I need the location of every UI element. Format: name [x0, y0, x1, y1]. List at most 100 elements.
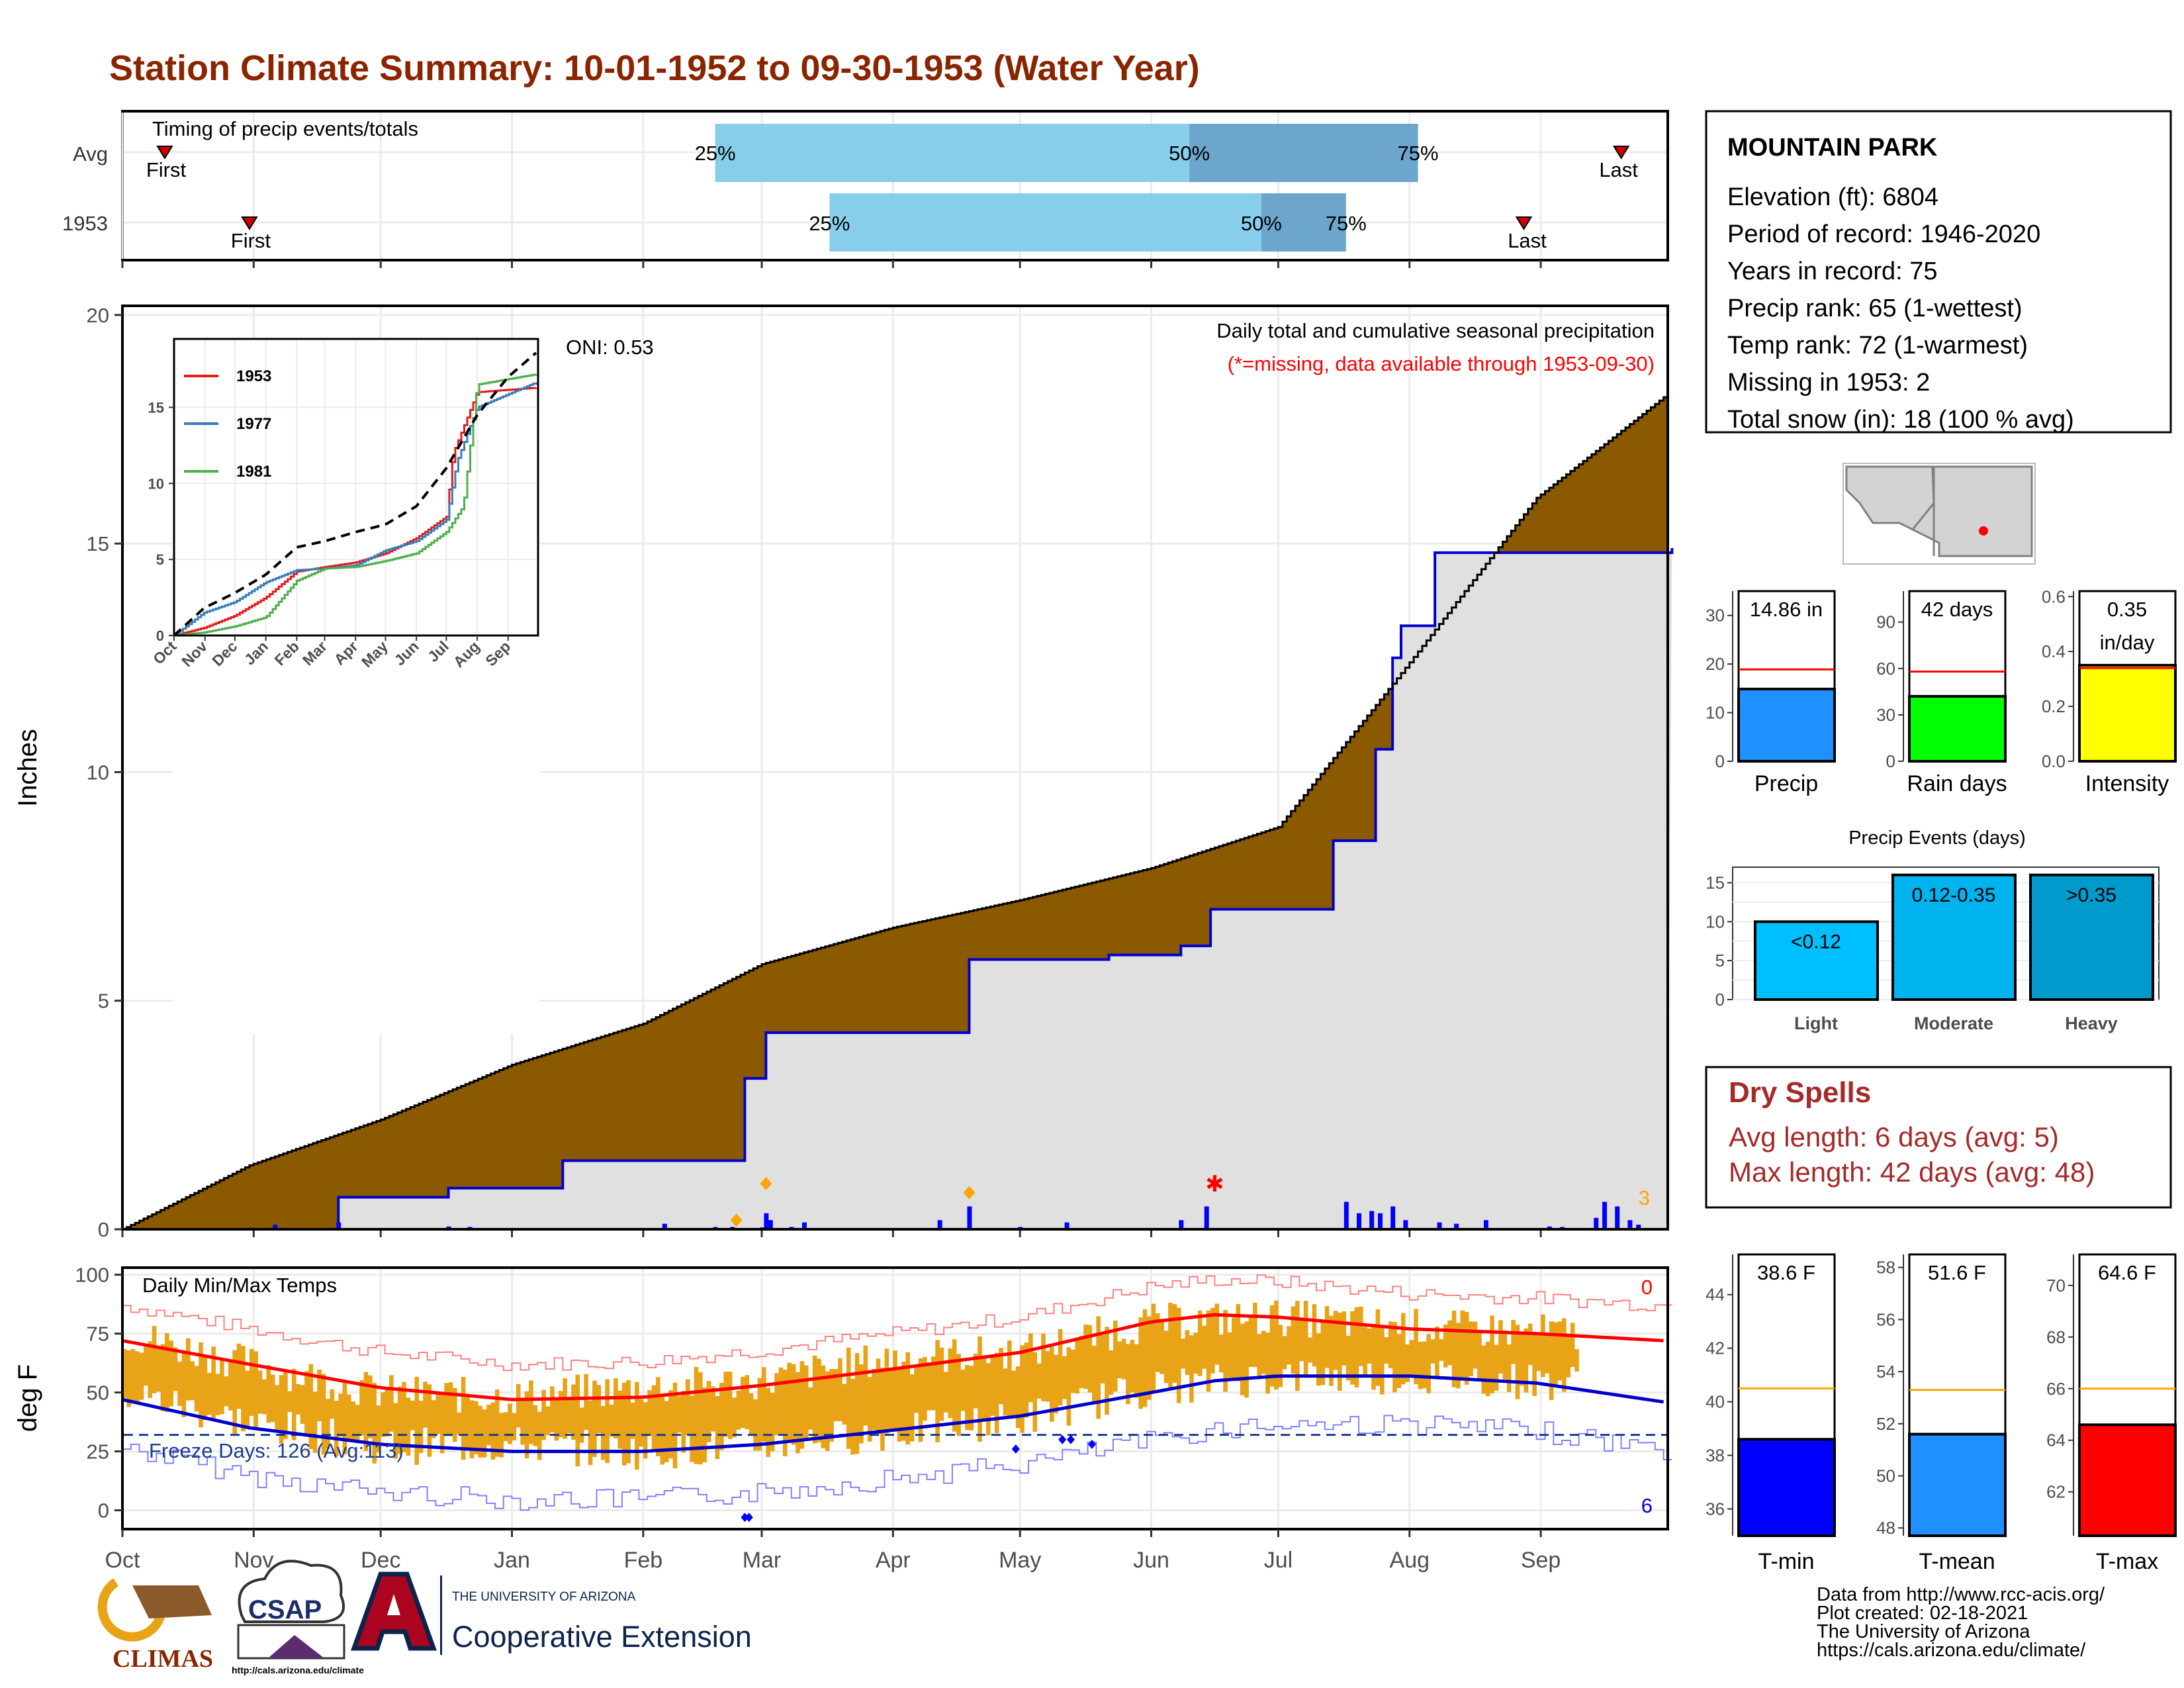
daily-precip-bar	[1437, 1222, 1442, 1229]
month-label: Jul	[1264, 1548, 1293, 1573]
daily-temp-bar	[321, 1374, 326, 1455]
temp-min-summary-ytick-label: 40	[1706, 1392, 1725, 1412]
daily-temp-bar	[584, 1374, 588, 1430]
daily-temp-bar	[1574, 1349, 1579, 1372]
month-label: Jan	[494, 1548, 530, 1573]
daily-temp-bar	[821, 1365, 826, 1448]
precip-1953-line	[122, 396, 1668, 1231]
ua-name: THE UNIVERSITY OF ARIZONA	[452, 1590, 636, 1604]
daily-temp-bar	[300, 1385, 305, 1424]
events-bar-label: <0.12	[1791, 931, 1841, 953]
temp-min-summary-ytick-label: 42	[1706, 1338, 1725, 1358]
precip-ytick-label: 5	[98, 990, 109, 1013]
station-elevation: Elevation (ft): 6804	[1727, 183, 1938, 211]
daily-temp-bar	[1456, 1323, 1461, 1389]
daily-temp-bar	[1172, 1303, 1177, 1383]
daily-temp-bar	[1299, 1319, 1304, 1362]
daily-precip-bar	[662, 1223, 667, 1229]
daily-precip-bar	[1627, 1220, 1633, 1229]
intensity-summary-value-label: 0.35	[2107, 598, 2147, 621]
y1953-first-marker	[241, 216, 258, 230]
freeze-days-label: Freeze Days: 126 (Avg:113)	[149, 1439, 404, 1462]
daily-temp-bar	[672, 1382, 678, 1469]
temp-ytick-label: 0	[98, 1499, 109, 1523]
daily-temp-bar	[867, 1377, 872, 1442]
daily-temp-bar	[435, 1392, 440, 1434]
daily-temp-bar	[1024, 1342, 1029, 1418]
daily-temp-bar	[1265, 1332, 1270, 1394]
precip-summary-ytick-label: 10	[1706, 703, 1725, 723]
month-label: Oct	[105, 1548, 140, 1573]
daily-temp-bar	[808, 1387, 813, 1430]
daily-temp-bar	[1430, 1339, 1435, 1364]
temp-max-summary-ytick-label: 70	[2046, 1276, 2066, 1295]
daily-temp-bar	[317, 1369, 322, 1422]
daily-temp-bar	[1036, 1363, 1042, 1399]
daily-temp-bar	[1045, 1350, 1050, 1402]
avg-first-label: First	[146, 158, 187, 181]
daily-temp-bar	[139, 1352, 144, 1400]
daily-temp-bar	[1058, 1329, 1063, 1406]
daily-temp-bar	[1138, 1317, 1143, 1409]
daily-temp-bar	[909, 1374, 915, 1442]
daily-temp-bar	[999, 1348, 1003, 1405]
daily-temp-bar	[1477, 1330, 1482, 1379]
events-ytick-label: 10	[1706, 912, 1725, 931]
daily-temp-bar	[1087, 1325, 1093, 1393]
daily-temp-bar	[1007, 1340, 1012, 1417]
daily-precip-bar	[1204, 1206, 1209, 1229]
daily-temp-bar	[774, 1373, 779, 1436]
daily-temp-bar	[334, 1401, 339, 1456]
daily-temp-bar	[600, 1406, 606, 1460]
record-low-marker	[1011, 1444, 1020, 1454]
daily-temp-bar	[516, 1383, 521, 1428]
daily-temp-bar	[1549, 1321, 1554, 1401]
daily-temp-bar	[355, 1405, 360, 1440]
daily-temp-bar	[677, 1395, 682, 1433]
daily-temp-bar	[927, 1364, 932, 1411]
daily-temp-bar	[914, 1365, 919, 1413]
climas-logo-text: CLIMAS	[113, 1645, 213, 1673]
daily-temp-bar	[1553, 1322, 1558, 1385]
daily-temp-bar	[1570, 1323, 1575, 1367]
daily-temp-bar	[1130, 1340, 1135, 1393]
temp-title: Daily Min/Max Temps	[142, 1274, 337, 1297]
daily-temp-bar	[432, 1400, 436, 1438]
daily-temp-bar	[1011, 1370, 1017, 1415]
precip-corner-count: 3	[1639, 1186, 1650, 1209]
summary-bar-charts: 0 10 20 30 14.86 in Precip 0 30 60 90 42 days Rain …	[1706, 586, 2177, 796]
daily-temp-bar	[1350, 1311, 1355, 1385]
daily-temp-bar	[220, 1359, 224, 1415]
daily-temp-bar	[181, 1350, 187, 1417]
temp-min-summary-bar	[1737, 1438, 1836, 1537]
inset-legend-label: 1977	[236, 415, 271, 433]
daily-temp-bar	[850, 1379, 855, 1455]
precip-panel: ✱ 0 5 10 15 20 Inches Daily total and cumula…	[13, 304, 1674, 1241]
daily-temp-bar	[1464, 1311, 1469, 1385]
daily-temp-bar	[1193, 1333, 1199, 1374]
daily-temp-bar	[732, 1397, 737, 1438]
daily-temp-bar	[994, 1352, 999, 1433]
precip-summary-value-label: 14.86 in	[1750, 598, 1823, 621]
daily-temp-bar	[1202, 1325, 1206, 1369]
daily-temp-bar	[232, 1350, 237, 1435]
y1953-p25-label: 25%	[809, 212, 850, 235]
daily-temp-bar	[1020, 1345, 1024, 1433]
daily-temp-bar	[621, 1382, 627, 1466]
daily-precip-bar	[1602, 1201, 1608, 1229]
daily-temp-bar	[1359, 1306, 1363, 1366]
precip-ytick-label: 20	[87, 304, 109, 327]
daily-temp-bar	[854, 1352, 860, 1454]
temp-mean-summary-ytick-label: 58	[1876, 1258, 1895, 1278]
ua-coop-extension: Cooperative Extension	[452, 1620, 752, 1654]
daily-temp-bar	[1206, 1310, 1211, 1392]
credits: Data from http://www.rcc-acis.org/ Plot …	[1817, 1584, 2105, 1661]
daily-temp-bar	[482, 1409, 487, 1458]
temp-min-summary-value-label: 38.6 F	[1757, 1261, 1815, 1284]
daily-temp-bar	[397, 1386, 402, 1454]
precip-ytick-label: 0	[98, 1218, 109, 1241]
daily-temp-bar	[1490, 1315, 1494, 1393]
daily-temp-bar	[1541, 1314, 1545, 1378]
daily-temp-bar	[1312, 1304, 1317, 1367]
events-title: Precip Events (days)	[1848, 827, 2026, 849]
